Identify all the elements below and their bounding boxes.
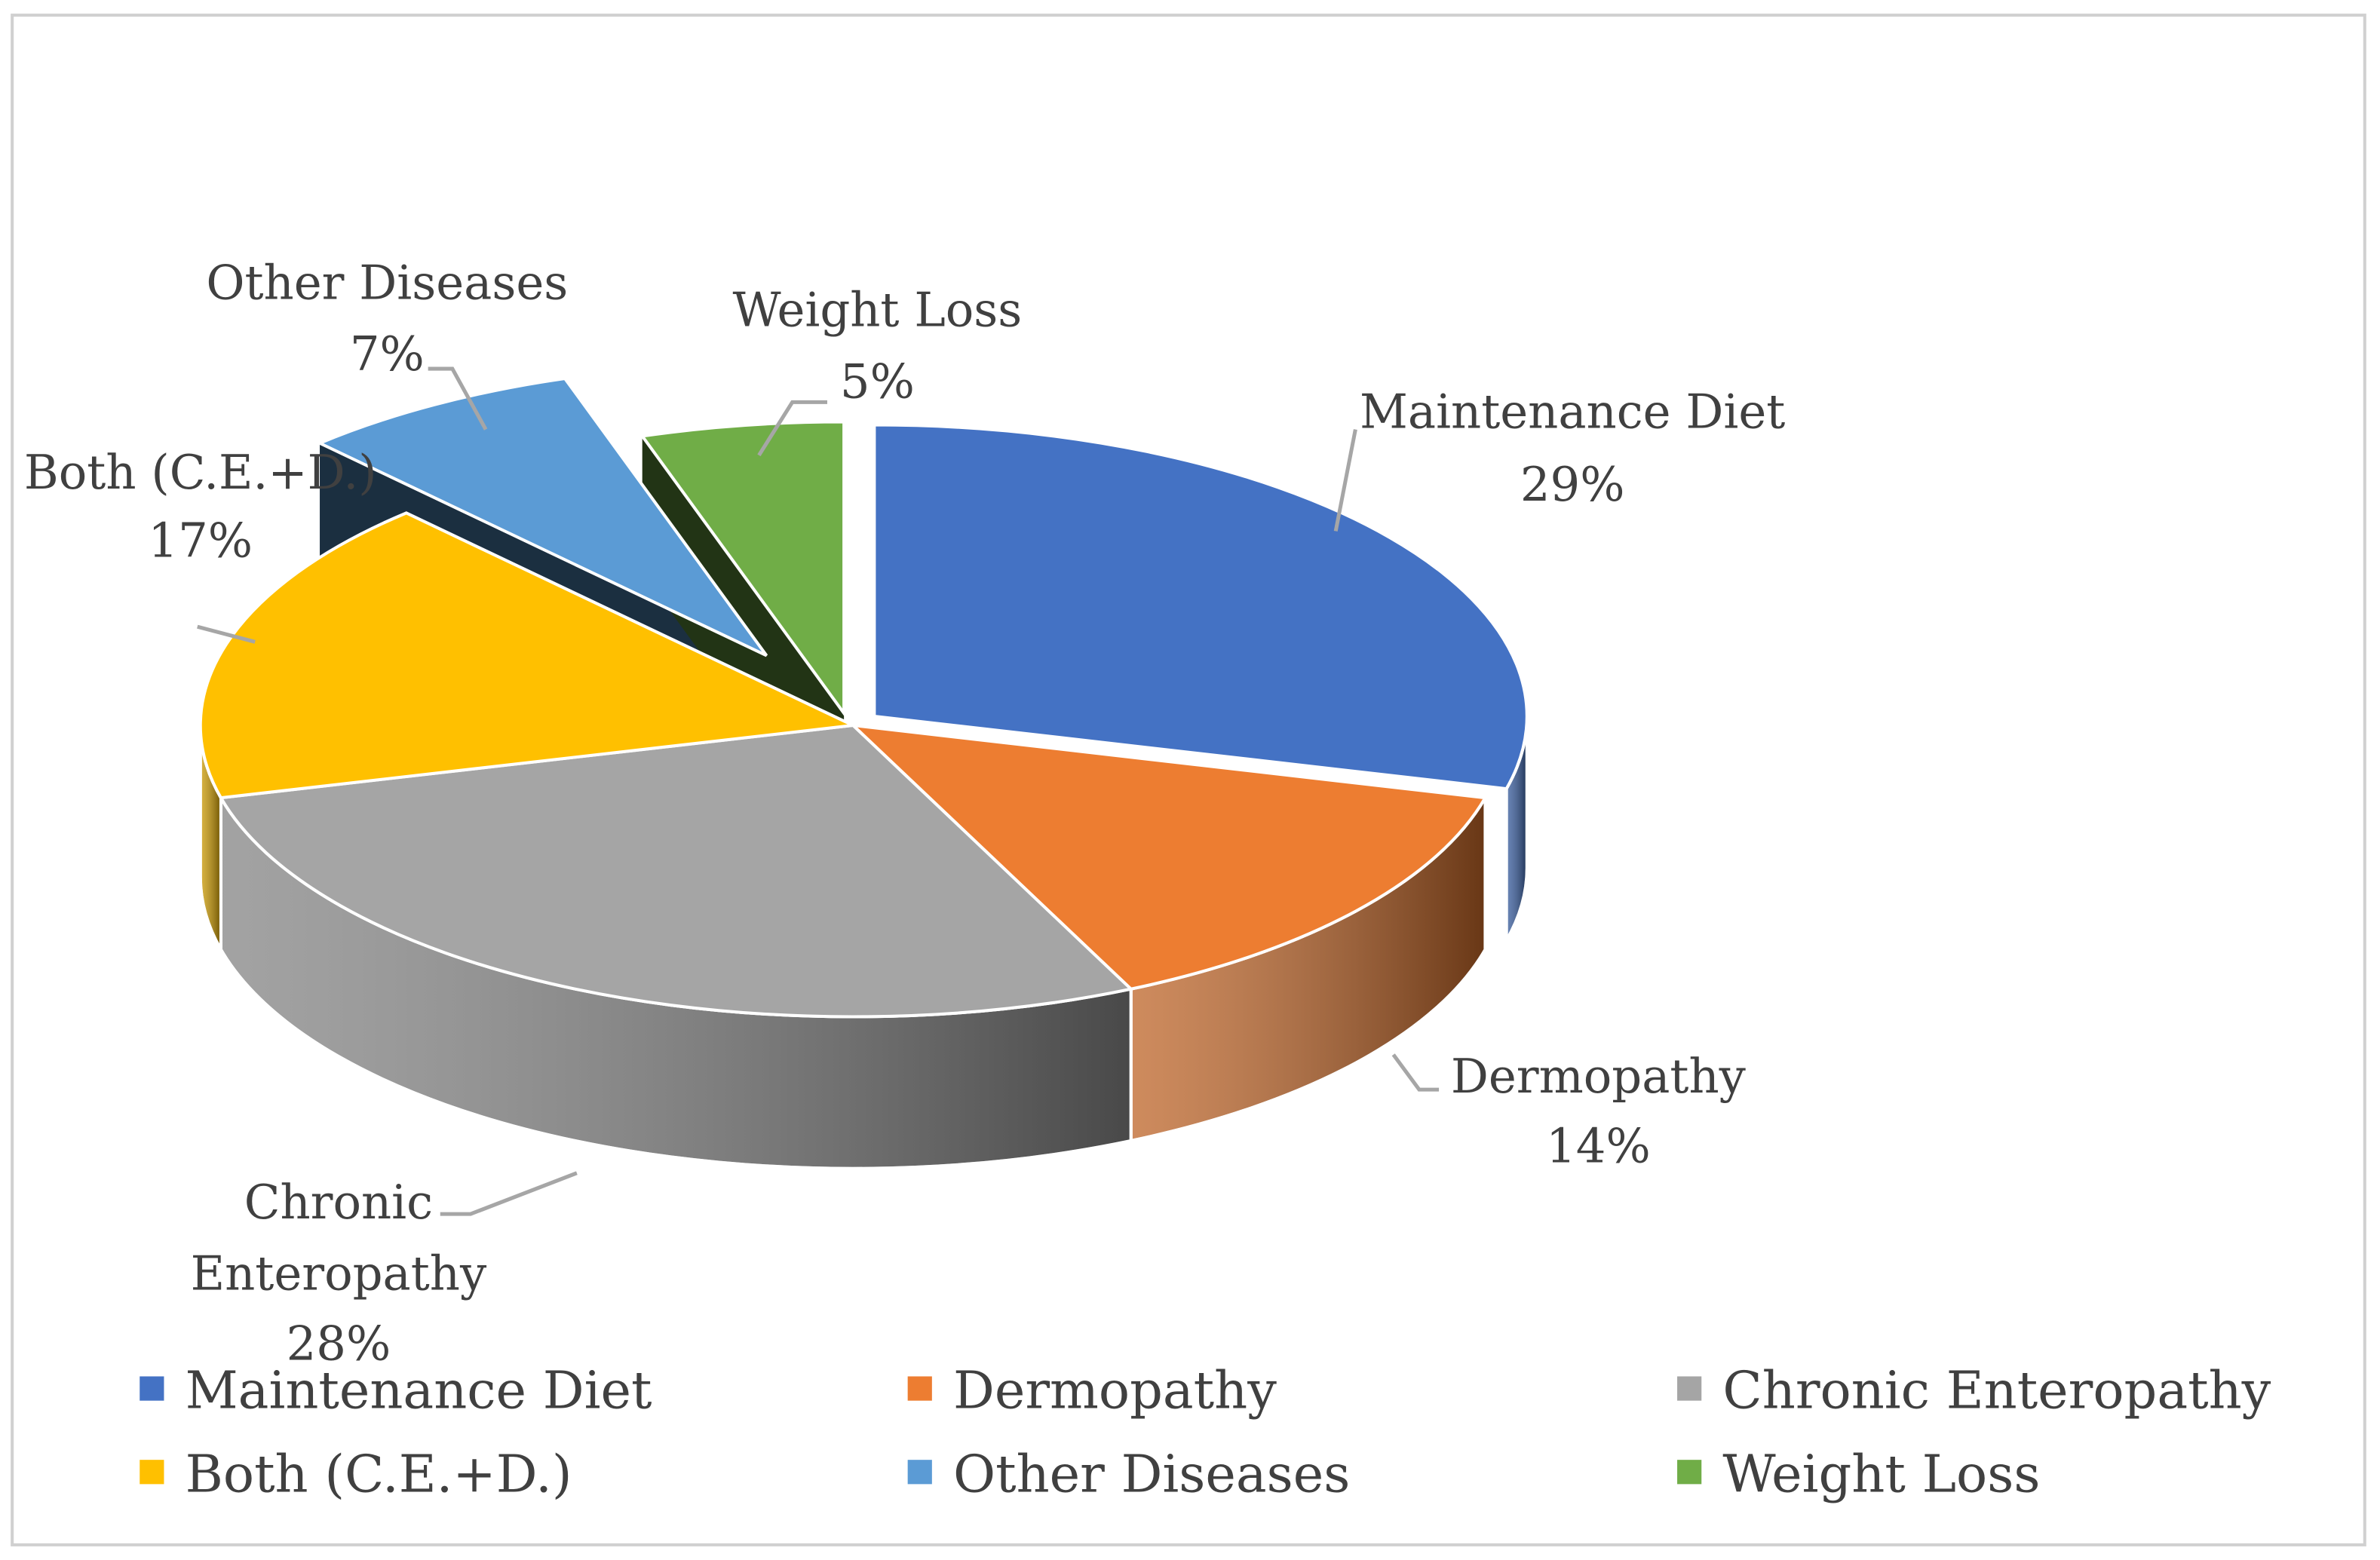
data-label-other-diseases: Other Diseases — [206, 255, 568, 310]
data-label-both: Both (C.E.+D.) — [24, 445, 377, 500]
pie-slice-other-diseases — [316, 376, 768, 657]
data-label-maintenance-diet: Maintenance Diet — [1360, 385, 1785, 440]
data-label-dermopathy: Dermopathy — [1451, 1049, 1747, 1104]
legend-label-both: Both (C.E.+D.) — [186, 1444, 572, 1504]
legend-swatch-weight-loss — [1677, 1460, 1702, 1485]
legend-swatch-both — [140, 1460, 164, 1485]
leader-line-both — [197, 624, 256, 644]
pie-tops — [198, 376, 1529, 1019]
leader-line-weight-loss — [757, 400, 827, 457]
legend-label-weight-loss: Weight Loss — [1722, 1444, 2040, 1504]
data-label-both-pct: 17% — [148, 513, 253, 569]
legend-swatch-chronic-enteropathy — [1677, 1376, 1702, 1401]
data-label-chronic-enteropathy-pct: 28% — [287, 1316, 391, 1371]
legend-label-maintenance-diet: Maintenance Diet — [186, 1361, 652, 1421]
pie-slice-both-c-e-d — [198, 511, 859, 800]
data-label-chronic-enteropathy-line1: Chronic — [244, 1175, 433, 1230]
legend-swatch-maintenance-diet — [140, 1376, 164, 1401]
data-label-dermopathy-pct: 14% — [1546, 1119, 1651, 1174]
legend-swatch-dermopathy — [907, 1376, 932, 1401]
data-label-maintenance-diet-pct: 29% — [1520, 457, 1625, 512]
pie-slice-weight-loss — [639, 420, 846, 719]
data-label-other-diseases-pct: 7% — [350, 326, 425, 382]
data-label-weight-loss: Weight Loss — [732, 283, 1022, 338]
pie-slice-chronic-enteropathy — [218, 723, 1134, 1019]
data-label-weight-loss-pct: 5% — [840, 354, 915, 409]
leader-line-other-diseases — [428, 366, 488, 431]
data-label-chronic-enteropathy-line2: Enteropathy — [191, 1246, 487, 1301]
legend-label-chronic-enteropathy: Chronic Enteropathy — [1722, 1361, 2271, 1421]
legend-label-other-diseases: Other Diseases — [953, 1444, 1350, 1504]
legend: Maintenance Diet Dermopathy Chronic Ente… — [140, 1361, 2271, 1504]
legend-swatch-other-diseases — [907, 1460, 932, 1485]
pie-slice-maintenance-diet — [873, 423, 1529, 791]
leader-line-dermopathy — [1391, 1053, 1440, 1092]
legend-label-dermopathy: Dermopathy — [953, 1361, 1277, 1421]
leader-line-chronic-enteropathy — [440, 1171, 578, 1216]
leader-line-maintenance-diet — [1333, 429, 1357, 532]
pie-slice-dermopathy — [848, 723, 1488, 991]
